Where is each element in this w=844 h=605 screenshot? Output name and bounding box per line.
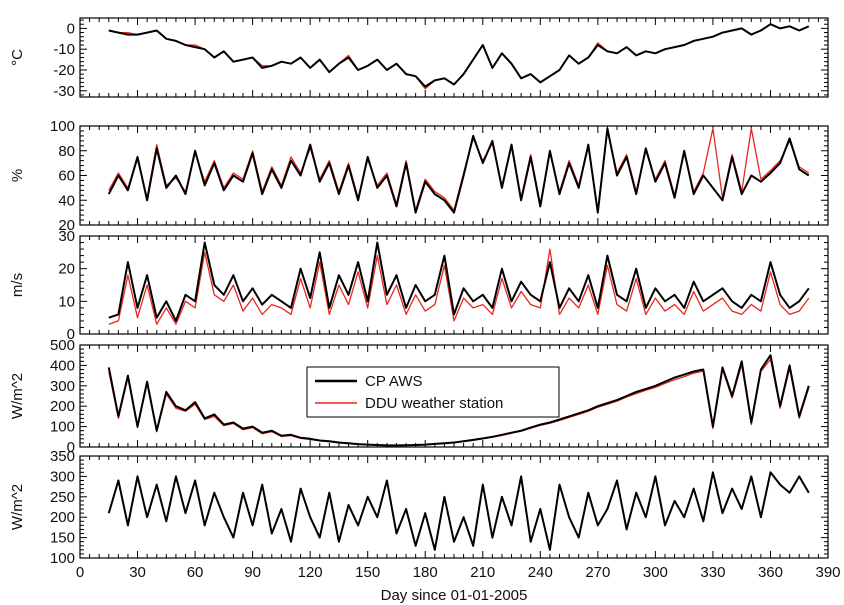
plot-frame — [79, 125, 829, 226]
y-tick-label: 10 — [58, 293, 75, 310]
y-tick-label: -20 — [53, 62, 75, 79]
plot-frame — [79, 235, 829, 335]
y-axis-label: m/s — [9, 273, 26, 297]
plot-frame — [79, 17, 829, 98]
panels-group: 0-10-20-30°C20406080100%0102030m/s010020… — [9, 17, 841, 581]
legend-box — [306, 366, 560, 418]
plot-frame — [79, 344, 829, 448]
x-tick-label: 240 — [528, 564, 553, 581]
series-line-cp-aws — [108, 241, 810, 322]
y-tick-label: 60 — [58, 168, 75, 185]
legend-label-ddu-weather-station: DDU weather station — [365, 395, 503, 412]
x-tick-label: 0 — [76, 564, 84, 581]
panel-5: 100 150 200 250 300 350 W/m^2 — [9, 448, 829, 567]
series-line-cp-aws — [107, 471, 810, 551]
y-axis-label: W/m^2 — [9, 373, 26, 419]
panel-1: 0 -10 -20 -30 °C — [9, 17, 829, 100]
y-tick-label: 40 — [58, 192, 75, 209]
y-tick-label: 0 — [67, 326, 75, 343]
x-tick-label: 150 — [355, 564, 380, 581]
series-line-ddu-weather-station — [108, 248, 810, 325]
y-tick-label: 100 — [50, 118, 75, 135]
y-tick-label: 0 — [67, 439, 75, 456]
y-tick-label: 20 — [58, 261, 75, 278]
y-tick-label: 200 — [50, 509, 75, 526]
y-tick-label: 400 — [50, 357, 75, 374]
y-tick-label: 200 — [50, 398, 75, 415]
legend: CP AWS DDU weather station — [306, 366, 560, 418]
y-tick-label: 300 — [50, 468, 75, 485]
x-tick-label: 210 — [470, 564, 495, 581]
y-axis-label: W/m^2 — [9, 484, 26, 530]
x-tick-label: 360 — [758, 564, 783, 581]
y-tick-label: 20 — [58, 217, 75, 234]
panel-4: 0 100 200 300 400 500 W/m^2 — [9, 337, 829, 456]
y-tick-label: 100 — [50, 419, 75, 436]
y-tick-label: 350 — [50, 448, 75, 465]
x-tick-label: 330 — [700, 564, 725, 581]
x-tick-label: 390 — [815, 564, 840, 581]
x-tick-label: 180 — [413, 564, 438, 581]
plot-frame — [79, 455, 829, 559]
series-line-cp-aws — [107, 354, 810, 447]
y-tick-label: 250 — [50, 489, 75, 506]
y-tick-label: 30 — [58, 228, 75, 245]
x-tick-label: 30 — [129, 564, 146, 581]
panel-2: 20 40 60 80 100% — [9, 118, 829, 234]
panel-3: 0 10 20 30 m/s — [9, 228, 829, 343]
y-tick-label: -10 — [53, 41, 75, 58]
series-line-cp-aws — [108, 23, 810, 88]
x-tick-label: 120 — [298, 564, 323, 581]
y-tick-label: 150 — [50, 530, 75, 547]
x-tick-label: 270 — [585, 564, 610, 581]
x-tick-label: 90 — [244, 564, 261, 581]
y-tick-label: 100 — [50, 550, 75, 567]
y-axis-label: °C — [9, 49, 26, 66]
x-tick-label: 60 — [187, 564, 204, 581]
y-tick-label: -30 — [53, 83, 75, 100]
y-tick-label: 300 — [50, 378, 75, 395]
legend-label-cp-aws: CP AWS — [365, 373, 423, 390]
y-tick-label: 500 — [50, 337, 75, 354]
y-axis-label: % — [9, 169, 26, 182]
y-tick-label: 80 — [58, 143, 75, 160]
x-axis-label: Day since 01-01-2005 — [381, 587, 528, 604]
x-tick-label: 300 — [643, 564, 668, 581]
y-tick-label: 0 — [67, 20, 75, 37]
series-line-cp-aws — [107, 127, 810, 214]
